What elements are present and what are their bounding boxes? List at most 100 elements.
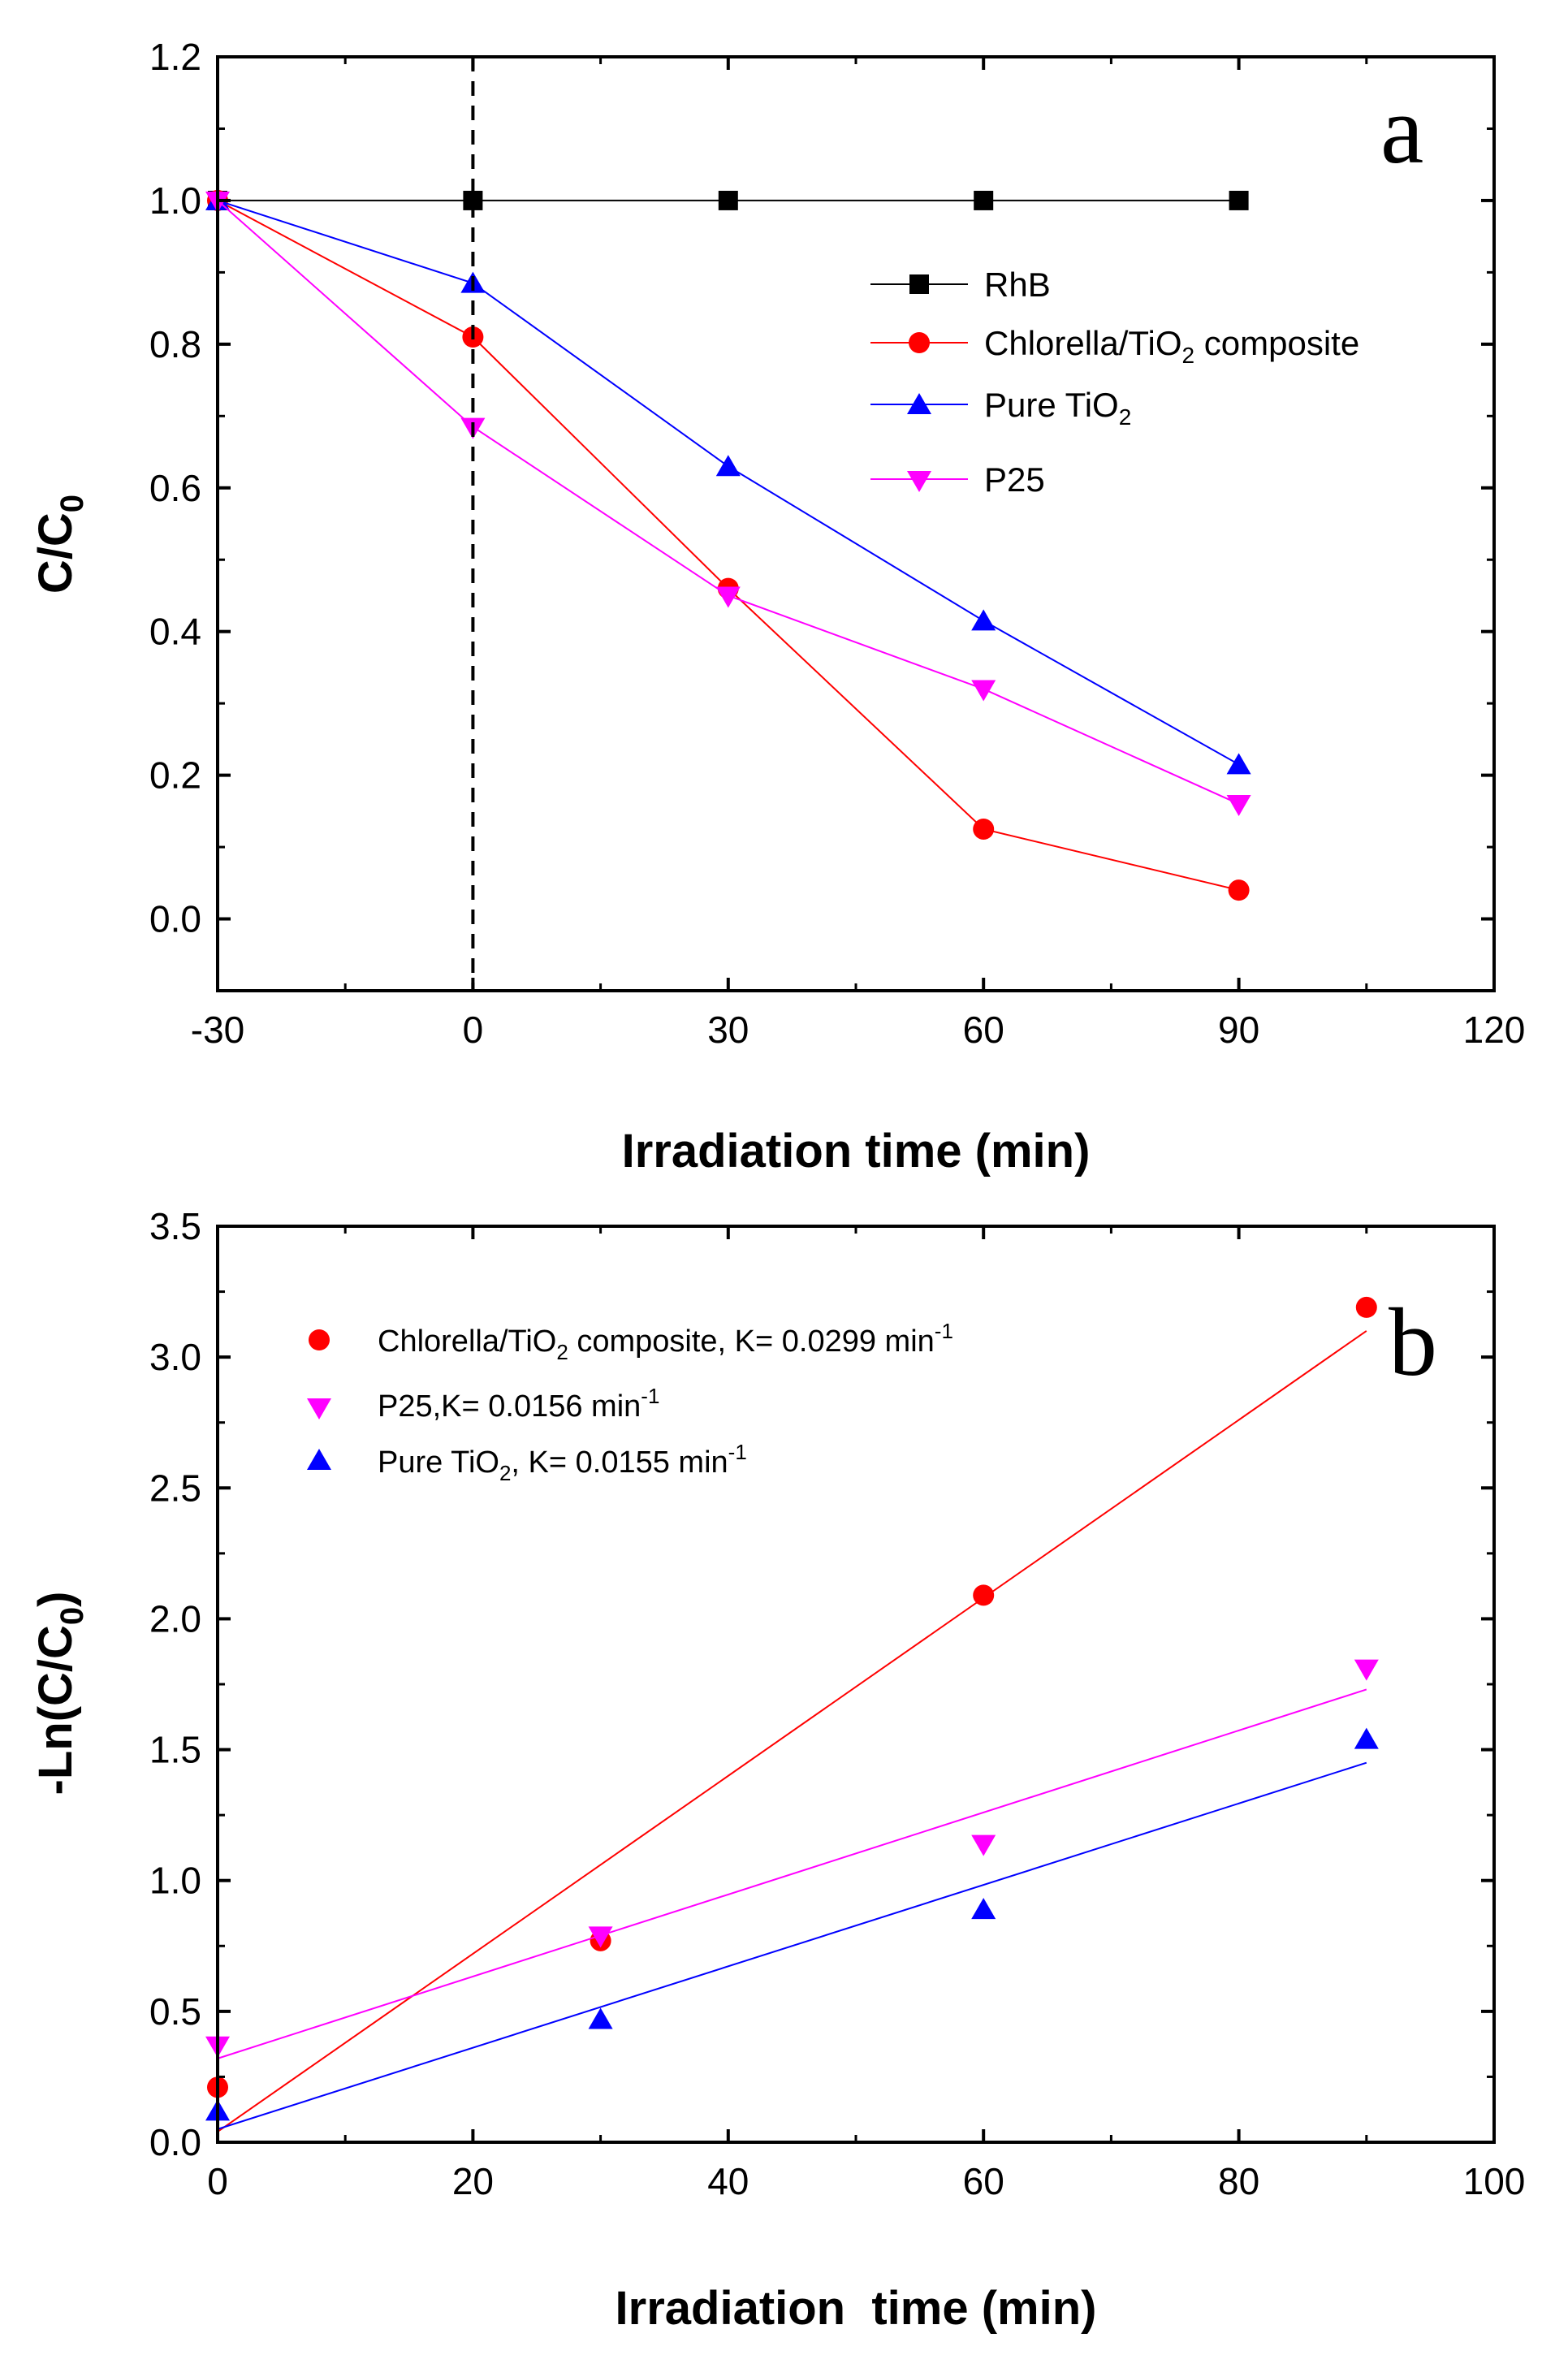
legend-label-subscript: 2 bbox=[499, 1461, 511, 1485]
legend-marker bbox=[307, 1449, 331, 1470]
x-tick-label: 60 bbox=[963, 2160, 1004, 2202]
legend-label: Chlorella/TiO2 composite bbox=[984, 324, 1359, 368]
axis-ticks: 0 20 40 60 80 100 0.0 0.5 1.0 1.5 2.0 2.5 3.0 3.5 bbox=[149, 1205, 1525, 2202]
data-point bbox=[718, 190, 738, 210]
y-axis-title-main: C/C bbox=[29, 512, 82, 594]
x-tick-label: -30 bbox=[191, 1009, 244, 1051]
y-tick-label: 2.5 bbox=[149, 1467, 201, 1509]
legend: RhB Chlorella/TiO2 composite Pure TiO2 P… bbox=[870, 266, 1359, 499]
legend-marker bbox=[907, 471, 931, 492]
legend-label-part: Chlorella/TiO bbox=[378, 1324, 556, 1359]
data-point bbox=[973, 818, 995, 840]
legend-label-subscript: 2 bbox=[1119, 404, 1132, 430]
fit-line bbox=[217, 1330, 1367, 2132]
legend-marker bbox=[909, 274, 929, 294]
series-layer bbox=[205, 1296, 1379, 2132]
y-tick-label: 2.0 bbox=[149, 1597, 201, 1640]
data-point bbox=[971, 680, 996, 702]
legend-label-subscript: 2 bbox=[556, 1340, 568, 1364]
y-axis-title: -Ln(C/C0) bbox=[29, 1592, 90, 1795]
data-point bbox=[1228, 879, 1250, 901]
y-axis-title-subscript: 0 bbox=[54, 1607, 90, 1625]
x-tick-label: 0 bbox=[207, 2160, 228, 2202]
y-tick-label: 3.0 bbox=[149, 1336, 201, 1378]
series-layer bbox=[205, 188, 1251, 901]
panel-label: b bbox=[1389, 1288, 1437, 1396]
data-point bbox=[974, 190, 994, 210]
legend-marker bbox=[907, 393, 931, 414]
legend-marker bbox=[309, 1329, 330, 1350]
legend-item-p25: P25,K= 0.0156 min-1 bbox=[307, 1384, 659, 1424]
legend-label: P25,K= 0.0156 min-1 bbox=[378, 1384, 659, 1424]
data-point bbox=[588, 2007, 613, 2029]
legend-label: P25 bbox=[984, 460, 1045, 499]
series-rhb bbox=[208, 190, 1249, 210]
data-point bbox=[1226, 753, 1251, 775]
series-line bbox=[217, 199, 1240, 766]
y-tick-label: 0.5 bbox=[149, 1990, 201, 2033]
legend-label-subscript: 2 bbox=[1182, 343, 1195, 368]
data-point bbox=[1229, 190, 1249, 210]
y-tick-label: 1.2 bbox=[149, 36, 201, 78]
legend-label-part: composite, K= 0.0299 min bbox=[568, 1324, 935, 1359]
x-tick-label: 80 bbox=[1218, 2160, 1259, 2202]
legend-label-superscript: -1 bbox=[641, 1384, 659, 1408]
series-chlorella-tio2-composite-k-0-0299-min-1 bbox=[207, 1296, 1377, 2132]
plot-frame bbox=[216, 1225, 1496, 2144]
plot-frame bbox=[216, 55, 1496, 992]
fit-line bbox=[217, 1688, 1367, 2059]
y-tick-label: 0.2 bbox=[149, 754, 201, 797]
legend-label: RhB bbox=[984, 266, 1051, 304]
legend-label-part: Pure TiO bbox=[984, 386, 1119, 424]
data-point bbox=[1354, 1727, 1379, 1749]
x-tick-label: 20 bbox=[452, 2160, 494, 2202]
y-axis-title-subscript: 0 bbox=[54, 495, 90, 512]
chart-panel-a: -30 0 30 60 90 120 0.0 0.2 0.4 0.6 0.8 1.0 1.2 a Irr… bbox=[29, 36, 1525, 1178]
panel-label: a bbox=[1380, 76, 1423, 184]
x-tick-label: 90 bbox=[1218, 1009, 1259, 1051]
x-tick-label: 120 bbox=[1463, 1009, 1526, 1051]
legend-item-rhb: RhB bbox=[870, 266, 1051, 304]
series-line bbox=[217, 200, 1239, 892]
y-tick-label: 1.0 bbox=[149, 1860, 201, 1902]
legend-label-part: Chlorella/TiO bbox=[984, 324, 1182, 362]
data-point bbox=[1226, 795, 1251, 816]
legend-marker bbox=[307, 1398, 331, 1419]
data-point bbox=[973, 1584, 995, 1606]
x-axis-title: Irradiation time (min) bbox=[622, 1125, 1091, 1178]
data-point bbox=[1354, 1659, 1379, 1681]
series-line bbox=[217, 200, 1240, 805]
data-point bbox=[588, 1926, 613, 1948]
data-point bbox=[715, 455, 741, 477]
x-axis-title: Irradiation time (min) bbox=[616, 2282, 1097, 2335]
y-axis-title-end: ) bbox=[29, 1592, 82, 1607]
legend-marker bbox=[909, 332, 930, 353]
axis-ticks: -30 0 30 60 90 120 0.0 0.2 0.4 0.6 0.8 1.0 1.2 bbox=[149, 36, 1525, 1051]
series-p25 bbox=[205, 191, 1251, 816]
y-tick-label: 1.0 bbox=[149, 179, 201, 222]
y-axis-title-main: -Ln(C/C bbox=[29, 1625, 82, 1795]
x-tick-label: 60 bbox=[963, 1009, 1004, 1051]
data-point bbox=[715, 586, 741, 608]
legend-label-part: Pure TiO bbox=[378, 1445, 499, 1480]
data-point bbox=[1355, 1296, 1377, 1318]
legend-label: Pure TiO2, K= 0.0155 min-1 bbox=[378, 1440, 747, 1485]
x-tick-label: 30 bbox=[707, 1009, 749, 1051]
x-tick-label: 40 bbox=[707, 2160, 749, 2202]
legend-label: Pure TiO2 bbox=[984, 386, 1131, 430]
legend-label-superscript: -1 bbox=[935, 1319, 953, 1343]
y-tick-label: 0.0 bbox=[149, 898, 201, 940]
series-pure-tio2 bbox=[205, 188, 1251, 775]
y-tick-label: 3.5 bbox=[149, 1205, 201, 1247]
y-tick-label: 0.6 bbox=[149, 467, 201, 509]
legend-label-part: P25,K= 0.0156 min bbox=[378, 1389, 641, 1424]
y-tick-label: 0.8 bbox=[149, 323, 201, 365]
x-tick-label: 100 bbox=[1463, 2160, 1526, 2202]
legend-item-pure-tio2: Pure TiO2 bbox=[870, 386, 1131, 430]
fit-line bbox=[217, 1761, 1367, 2130]
y-tick-label: 0.0 bbox=[149, 2121, 201, 2163]
legend-label-part: composite bbox=[1194, 324, 1359, 362]
data-point bbox=[971, 1898, 996, 1920]
